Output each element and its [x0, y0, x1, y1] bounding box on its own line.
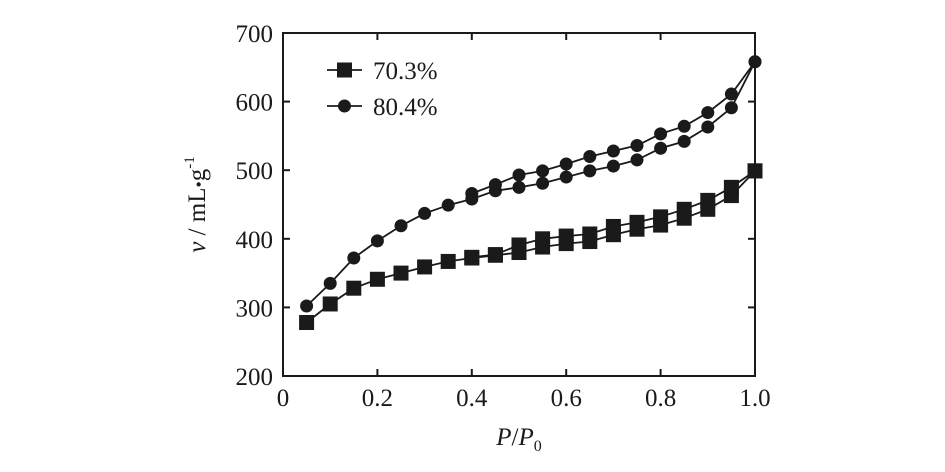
x-tick-label: 0.8 — [645, 385, 676, 412]
x-tick-label: 0.6 — [551, 385, 582, 412]
data-point — [512, 168, 526, 182]
data-point — [583, 149, 597, 163]
data-point — [536, 176, 550, 190]
data-point — [559, 170, 573, 184]
data-point — [322, 296, 338, 312]
data-point — [723, 179, 739, 195]
series-adsorption-line — [306, 170, 756, 324]
y-axis-label: v / mL•g-1 — [182, 156, 211, 253]
data-point — [700, 192, 716, 208]
x-axis-label: P/P0 — [495, 424, 542, 455]
data-point — [488, 178, 502, 192]
data-point — [677, 119, 691, 133]
legend-marker — [338, 99, 351, 113]
data-point — [536, 164, 550, 178]
data-point — [346, 280, 362, 296]
y-tick-label: 200 — [236, 364, 274, 391]
series-2 — [300, 55, 762, 313]
legend: 70.3% 80.4% — [327, 58, 438, 121]
data-point — [511, 237, 527, 253]
x-tick-label: 0 — [277, 385, 290, 412]
data-point — [299, 314, 315, 330]
legend-label: 80.4% — [373, 94, 438, 121]
legend-label: 70.3% — [373, 58, 438, 85]
data-point — [606, 144, 620, 158]
legend-entry: 80.4% — [327, 94, 438, 121]
data-point — [724, 87, 738, 101]
axis-ticks: 0 0.2 0.4 0.6 0.8 1.0 200 300 400 500 600 700 — [236, 21, 771, 412]
data-point — [300, 299, 314, 313]
data-point — [393, 265, 409, 281]
data-point — [323, 276, 337, 290]
data-point — [677, 134, 691, 148]
data-point — [605, 218, 621, 234]
data-point — [512, 180, 526, 194]
y-tick-label: 400 — [236, 227, 274, 254]
data-point — [630, 139, 644, 153]
y-tick-label: 700 — [236, 21, 274, 48]
data-point — [464, 249, 480, 265]
data-point — [441, 198, 455, 212]
data-point — [394, 219, 408, 233]
data-point — [582, 226, 598, 242]
data-point — [653, 209, 669, 225]
data-point — [654, 127, 668, 141]
y-tick-label: 500 — [236, 158, 274, 185]
data-point — [654, 141, 668, 155]
plot-frame — [282, 32, 756, 377]
data-point — [347, 251, 361, 265]
data-point — [701, 120, 715, 134]
data-point — [370, 234, 384, 248]
data-point — [724, 101, 738, 115]
x-tick-label: 0.2 — [362, 385, 393, 412]
legend-entry: 70.3% — [327, 58, 438, 85]
data-point — [535, 231, 551, 247]
data-point — [630, 153, 644, 167]
data-point — [583, 164, 597, 178]
data-point — [440, 253, 456, 269]
data-point — [465, 187, 479, 201]
data-point — [676, 201, 692, 217]
data-point — [487, 247, 503, 263]
x-tick-label: 1.0 — [739, 385, 770, 412]
data-point — [417, 259, 433, 275]
data-point — [369, 271, 385, 287]
data-point — [701, 106, 715, 120]
x-tick-label: 0.4 — [456, 385, 488, 412]
data-point — [418, 206, 432, 220]
data-point — [558, 228, 574, 244]
series-1 — [299, 163, 763, 330]
data-point — [559, 157, 573, 171]
chart-marks — [299, 55, 763, 330]
data-point — [606, 159, 620, 173]
data-point — [629, 214, 645, 230]
y-tick-label: 600 — [236, 90, 274, 117]
legend-marker — [337, 62, 352, 78]
y-tick-label: 300 — [236, 295, 274, 322]
